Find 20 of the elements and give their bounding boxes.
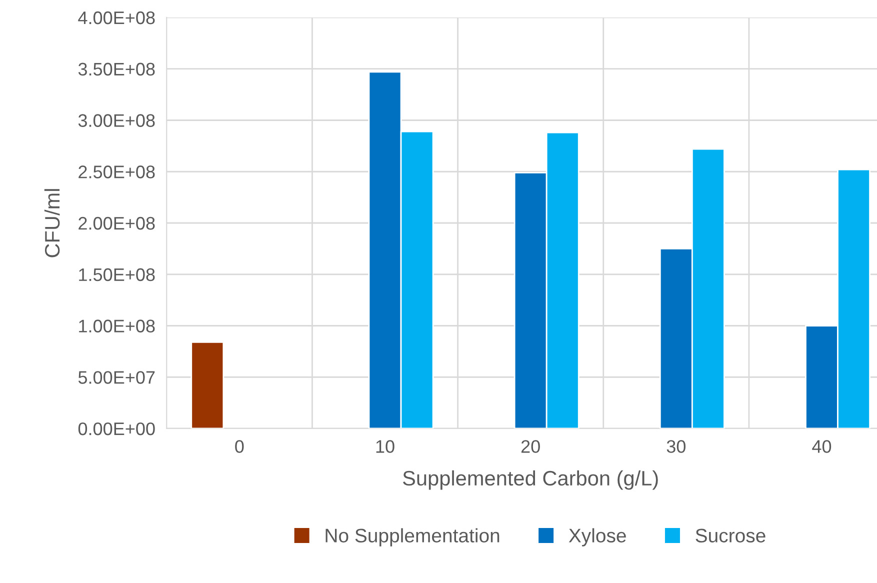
y-tick-label: 4.00E+08 xyxy=(78,11,155,24)
y-tick-label: 2.50E+08 xyxy=(78,166,155,178)
x-tick-label: 10 xyxy=(376,440,394,453)
x-tick-label: 40 xyxy=(812,440,832,453)
y-tick-label: 1.50E+08 xyxy=(79,268,155,282)
y-tick-label: 1.00E+08 xyxy=(79,320,155,332)
legend-label: Xylose xyxy=(568,528,626,546)
y-axis-title: CFU/ml xyxy=(44,189,60,258)
legend-label: No Supplementation xyxy=(326,528,500,546)
x-tick-label: 20 xyxy=(521,440,540,453)
x-tick-label: 0 xyxy=(235,440,244,453)
y-tick-label: 5.00E+07 xyxy=(78,371,155,384)
y-tick-label: 3.00E+08 xyxy=(78,114,155,127)
y-tick-label: 0.00E+00 xyxy=(78,422,155,436)
legend-label: Sucrose xyxy=(696,528,766,542)
x-axis-title: Supplemented Carbon (g/L) xyxy=(402,470,658,490)
y-tick-label: 3.50E+08 xyxy=(78,62,155,76)
bar xyxy=(190,341,224,429)
y-tick-label: 2.00E+08 xyxy=(78,216,155,230)
x-tick-label: 30 xyxy=(666,440,686,453)
